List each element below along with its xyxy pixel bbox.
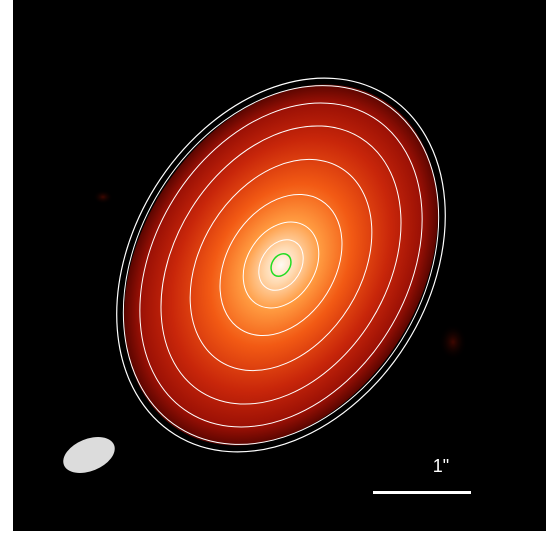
contour-line (219, 193, 343, 337)
contour-line (122, 85, 440, 445)
contour-set (116, 77, 446, 453)
peak-contour (270, 253, 292, 277)
emission-map (63, 77, 471, 494)
noise-blob (93, 190, 113, 204)
noise-blob (439, 324, 467, 360)
emission-disk (123, 84, 439, 446)
scale-bar (373, 491, 471, 494)
image-panel: 1" (13, 0, 546, 531)
contour-line (160, 125, 402, 405)
beam-ellipse (63, 437, 115, 473)
contour-line (116, 77, 446, 453)
contour-line (189, 158, 373, 372)
scale-bar-label: 1" (432, 456, 450, 476)
contour-line (242, 221, 320, 309)
contour-line (139, 102, 423, 428)
